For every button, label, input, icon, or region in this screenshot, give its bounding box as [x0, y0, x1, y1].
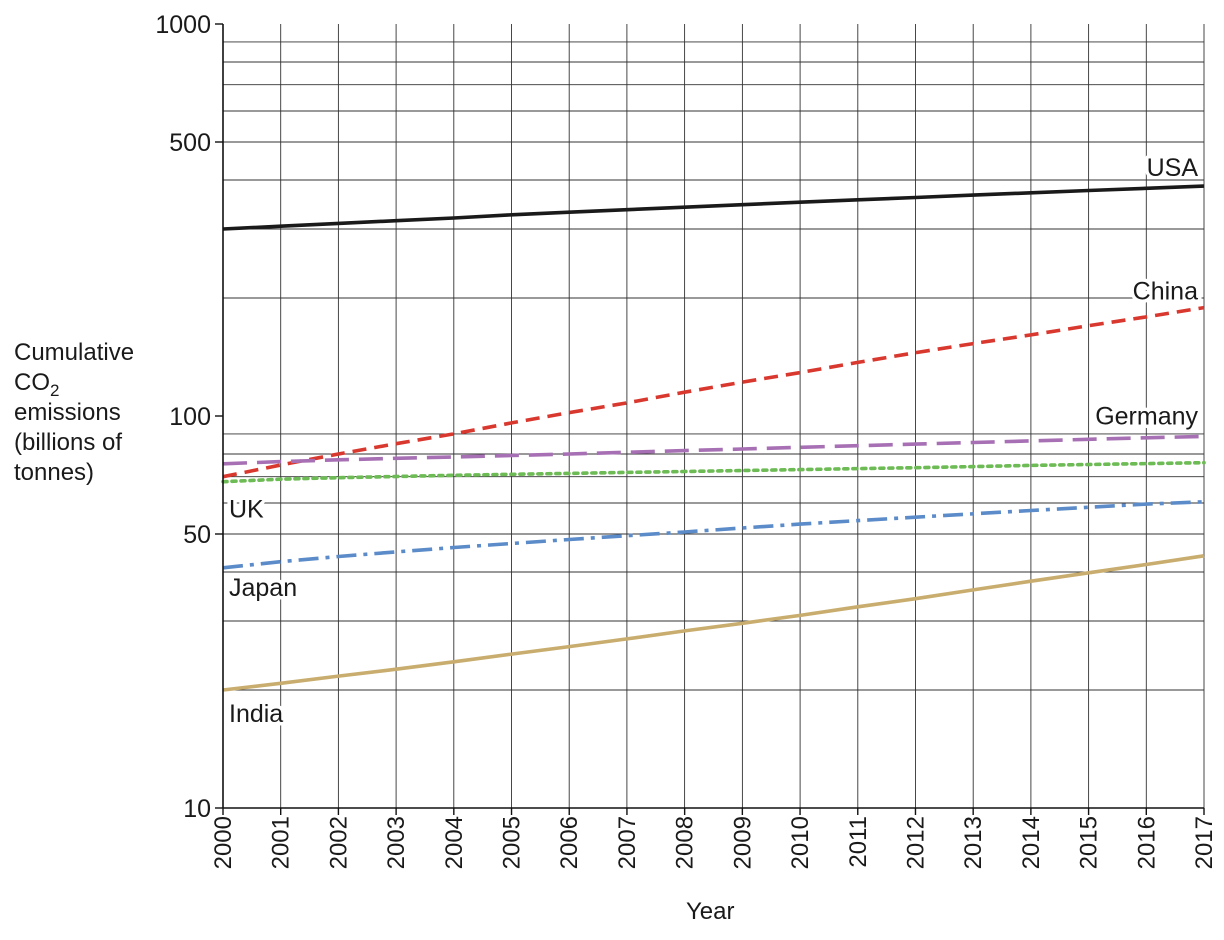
y-tick-label-100: 100	[169, 403, 211, 431]
x-axis-title: Year	[686, 898, 735, 925]
series-line-uk	[221, 460, 1206, 484]
x-tick-label-2001: 2001	[268, 816, 295, 869]
y-axis-title: Cumulative CO2 emissions (billions of to…	[14, 338, 134, 488]
x-tick-label-2008: 2008	[672, 816, 699, 869]
x-tick-label-2012: 2012	[903, 816, 930, 869]
y-axis-title-subscript: 2	[50, 381, 60, 400]
x-tick-label-2004: 2004	[441, 816, 468, 869]
y-axis-title-line-1: Cumulative	[14, 339, 135, 366]
y-axis-title-line-5: tonnes)	[14, 459, 95, 486]
series-label-china: China	[1133, 278, 1198, 306]
y-tick-label-500: 500	[169, 129, 211, 157]
series-line-china	[222, 305, 1205, 479]
y-tick-label-1000: 1000	[155, 11, 211, 39]
series-line-usa	[222, 184, 1205, 231]
chart-grid	[222, 24, 1205, 809]
x-tick-label-2010: 2010	[787, 816, 814, 869]
x-tick-label-2016: 2016	[1133, 816, 1160, 869]
series-label-india: India	[229, 700, 283, 728]
x-tick-label-2013: 2013	[960, 816, 987, 869]
x-tick-label-2011: 2011	[845, 816, 872, 868]
x-tick-label-2003: 2003	[383, 816, 410, 869]
x-tick-label-2007: 2007	[614, 816, 641, 869]
series-label-germany: Germany	[1095, 402, 1198, 430]
series-line-india	[222, 554, 1205, 692]
x-tick-label-2006: 2006	[556, 816, 583, 869]
x-tick-label-2014: 2014	[1018, 816, 1045, 869]
chart-tick-labels: 10 50 100 500 1000 2000 2001 2002 2003 2004 2005 20…	[155, 11, 1218, 869]
series-line-germany	[222, 434, 1205, 466]
series-label-uk: UK	[229, 496, 264, 524]
x-tick-label-2002: 2002	[325, 816, 352, 869]
y-axis-title-line-2: CO2	[14, 368, 134, 400]
series-label-usa: USA	[1147, 154, 1199, 182]
series-line-japan	[222, 500, 1205, 570]
y-axis-title-line-4: (billions of	[14, 429, 123, 456]
chart-axes	[215, 23, 1205, 815]
y-axis-title-line-3: emissions	[14, 399, 121, 426]
x-tick-label-2017: 2017	[1191, 816, 1218, 869]
x-tick-label-2000: 2000	[210, 816, 237, 869]
y-tick-label-10: 10	[183, 795, 211, 823]
y-tick-label-50: 50	[183, 521, 211, 549]
x-tick-label-2009: 2009	[729, 816, 756, 869]
y-axis-title-co: CO	[14, 369, 50, 396]
x-tick-label-2015: 2015	[1076, 816, 1103, 869]
chart-series-group	[221, 184, 1206, 692]
series-label-japan: Japan	[229, 574, 297, 602]
chart-series-labels: USA China Germany UK Japan India	[226, 151, 1202, 732]
x-tick-label-2005: 2005	[499, 816, 526, 869]
